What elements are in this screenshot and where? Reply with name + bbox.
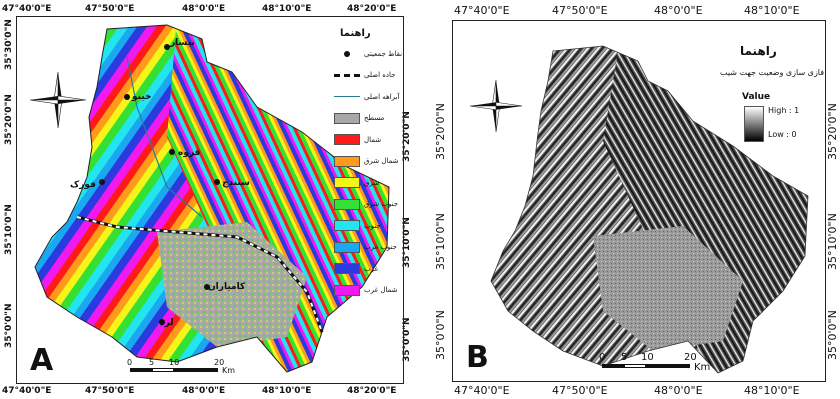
- legend-swatch: [334, 156, 360, 167]
- top-tick: 47°50'0"E: [85, 4, 134, 14]
- legend-item: مسطح: [334, 113, 384, 124]
- scale-label: 5: [149, 358, 154, 367]
- legend-item: نقاط جمعیتی: [334, 48, 402, 59]
- right-tick: 35°20'0"N: [826, 103, 839, 160]
- bottom-tick: 47°50'0"E: [552, 384, 608, 397]
- legend-label: شمال غرب: [364, 286, 397, 294]
- scale-unit: Km: [694, 362, 710, 373]
- panel-b: 47°40'0"E 47°50'0"E 48°0'0"E 48°10'0"E 3…: [422, 0, 840, 399]
- legend-label: جنوب: [364, 222, 381, 230]
- legend-value-label: Value: [742, 92, 770, 102]
- top-tick: 48°20'0"E: [347, 4, 396, 14]
- legend-label: شمال شرق: [364, 157, 399, 165]
- top-tick: 47°50'0"E: [552, 4, 608, 17]
- top-tick: 48°0'0"E: [182, 4, 225, 14]
- legend-label: مسطح: [364, 114, 384, 122]
- legend-swatch: [334, 263, 360, 274]
- legend-label: نقاط جمعیتی: [364, 50, 402, 58]
- top-tick: 48°10'0"E: [744, 4, 800, 17]
- legend-item: شمال شرق: [334, 156, 399, 167]
- top-tick: 47°40'0"E: [2, 4, 51, 14]
- legend-label: جنوب غرب: [364, 243, 397, 251]
- point-symbol-icon: [334, 48, 360, 59]
- scale-label: 10: [169, 358, 179, 367]
- left-tick: 35°0'0"N: [434, 310, 447, 360]
- legend-item: آبراهه اصلی: [334, 91, 399, 102]
- left-tick: 35°20'0"N: [434, 103, 447, 160]
- bottom-tick: 48°20'0"E: [347, 386, 396, 396]
- road-symbol-icon: [334, 70, 360, 81]
- legend-item: شرق: [334, 177, 379, 188]
- legend-item: جنوب غرب: [334, 242, 397, 253]
- left-tick: 35°10'0"N: [4, 204, 14, 255]
- city-label: سنندج: [222, 178, 250, 188]
- legend-label: جاده اصلی: [364, 71, 396, 79]
- top-tick: 48°0'0"E: [654, 4, 703, 17]
- legend-item: شمال: [334, 134, 381, 145]
- city-label: کامیاران: [208, 282, 245, 292]
- panel-letter: B: [466, 340, 489, 375]
- legend-swatch: [334, 113, 360, 124]
- city-label: خینو: [132, 92, 151, 102]
- legend-swatch: [334, 199, 360, 210]
- city-label: نیسار: [170, 38, 195, 48]
- left-tick: 35°10'0"N: [434, 213, 447, 270]
- legend-item: شمال غرب: [334, 285, 397, 296]
- panel-letter: A: [30, 343, 53, 378]
- scale-label: 0: [127, 358, 132, 367]
- legend-label: آبراهه اصلی: [364, 93, 399, 101]
- left-tick: 35°30'0"N: [4, 19, 14, 70]
- legend-swatch: [334, 177, 360, 188]
- scale-bar: 0 5 10 20 Km: [602, 352, 732, 376]
- right-tick: 35°10'0"N: [826, 213, 839, 270]
- scale-bar: 0 5 10 20 Km: [130, 360, 250, 380]
- city-label: قروه: [178, 148, 200, 158]
- legend-label: شمال: [364, 136, 381, 144]
- bottom-tick: 48°0'0"E: [654, 384, 703, 397]
- north-arrow-icon: N: [28, 70, 88, 130]
- legend-item: جاده اصلی: [334, 70, 396, 81]
- legend-swatch: [334, 220, 360, 231]
- scale-label: 5: [621, 352, 627, 363]
- legend-swatch: [334, 242, 360, 253]
- left-tick: 35°20'0"N: [4, 94, 14, 145]
- north-arrow-icon: [468, 78, 524, 134]
- legend-high: High : 1: [768, 106, 799, 115]
- city-label: فورک: [70, 180, 96, 190]
- city-label: لرد: [160, 318, 174, 328]
- bottom-tick: 47°40'0"E: [454, 384, 510, 397]
- svg-text:N: N: [56, 70, 61, 72]
- legend-title: راهنما: [340, 28, 371, 39]
- bottom-tick: 48°10'0"E: [262, 386, 311, 396]
- legend-title: راهنما: [740, 44, 777, 58]
- top-tick: 48°10'0"E: [262, 4, 311, 14]
- scale-label: 0: [599, 352, 605, 363]
- bottom-tick: 47°50'0"E: [85, 386, 134, 396]
- top-tick: 47°40'0"E: [454, 4, 510, 17]
- river-symbol-icon: [334, 91, 360, 102]
- legend-item: غرب: [334, 263, 378, 274]
- gradient-ramp: [744, 106, 764, 142]
- bottom-tick: 48°10'0"E: [744, 384, 800, 397]
- legend-label: شرق: [364, 179, 379, 187]
- legend-item: جنوب شرق: [334, 199, 398, 210]
- legend-low: Low : 0: [768, 130, 797, 139]
- left-tick: 35°0'0"N: [4, 303, 14, 348]
- legend-subtitle: فازی سازی وضعیت جهت شیب: [720, 68, 824, 77]
- legend-item: جنوب: [334, 220, 381, 231]
- right-tick: 35°0'0"N: [826, 310, 839, 360]
- legend-swatch: [334, 134, 360, 145]
- bottom-tick: 47°40'0"E: [2, 386, 51, 396]
- legend-swatch: [334, 285, 360, 296]
- legend-label: غرب: [364, 265, 378, 273]
- legend-label: جنوب شرق: [364, 200, 398, 208]
- scale-label: 10: [641, 352, 654, 363]
- bottom-tick: 48°0'0"E: [182, 386, 225, 396]
- panel-a: 47°40'0"E 47°50'0"E 48°0'0"E 48°10'0"E 4…: [0, 0, 420, 399]
- scale-unit: Km: [222, 366, 235, 375]
